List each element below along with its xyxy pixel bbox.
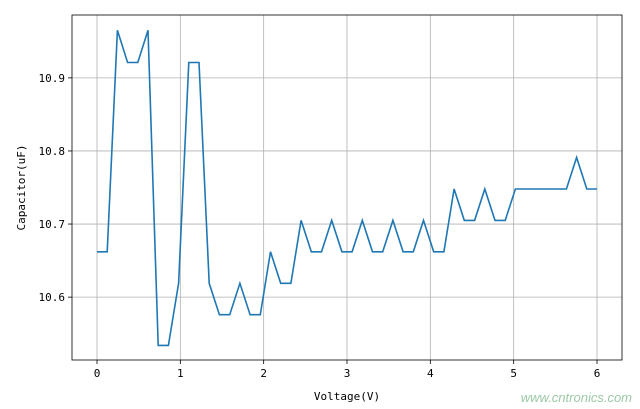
y-tick-label: 10.8: [39, 145, 66, 158]
watermark: www.cntronics.com: [520, 390, 632, 405]
x-tick-label: 1: [177, 367, 184, 380]
y-axis-label: Capacitor(uF): [15, 144, 28, 230]
y-tick-label: 10.7: [39, 218, 66, 231]
y-tick-label: 10.9: [39, 72, 66, 85]
plot-frame: [71, 14, 623, 361]
x-tick-label: 3: [344, 367, 351, 380]
x-tick-label: 2: [260, 367, 267, 380]
y-tick-label: 10.6: [39, 291, 66, 304]
x-tick-label: 6: [594, 367, 601, 380]
x-tick-label: 5: [510, 367, 517, 380]
series-line: [97, 30, 597, 347]
x-axis-label: Voltage(V): [314, 390, 380, 403]
x-tick-label: 0: [94, 367, 101, 380]
x-tick-label: 4: [427, 367, 434, 380]
